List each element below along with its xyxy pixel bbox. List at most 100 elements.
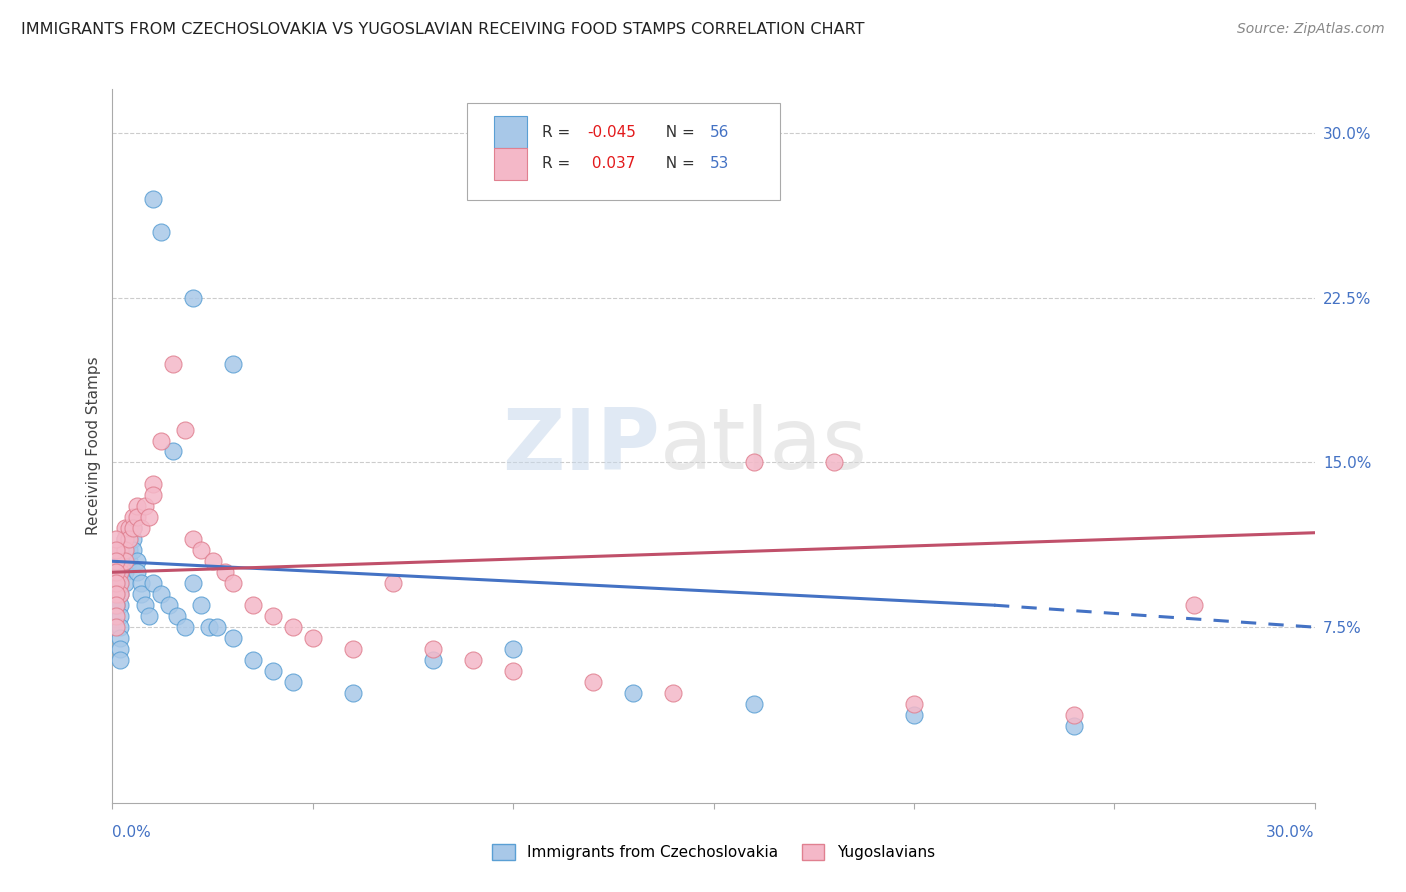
Point [117, 533, 139, 547]
Point [502, 642, 524, 657]
Point [110, 653, 132, 667]
Point [149, 225, 172, 239]
Point [114, 521, 136, 535]
Point [117, 543, 139, 558]
Point [222, 357, 245, 371]
Point [742, 697, 765, 711]
Point [110, 642, 132, 657]
Point [181, 291, 204, 305]
Text: N =: N = [655, 156, 699, 171]
Point [110, 554, 132, 568]
Point [105, 576, 128, 591]
Point [105, 566, 128, 580]
Point [121, 543, 143, 558]
FancyBboxPatch shape [467, 103, 780, 200]
Point [582, 675, 605, 690]
Point [1063, 708, 1085, 723]
Point [242, 653, 264, 667]
Point [302, 631, 325, 645]
Point [461, 653, 484, 667]
Point [222, 576, 245, 591]
Point [281, 620, 304, 634]
Point [105, 576, 128, 591]
Point [117, 533, 139, 547]
Point [125, 566, 148, 580]
Point [281, 675, 304, 690]
Point [110, 576, 132, 591]
Point [125, 554, 148, 568]
Point [141, 192, 163, 206]
Point [1063, 719, 1085, 733]
Point [114, 533, 136, 547]
Point [621, 686, 644, 700]
Point [502, 664, 524, 678]
Point [262, 664, 284, 678]
Point [1184, 598, 1206, 612]
Point [214, 566, 236, 580]
Point [157, 598, 180, 612]
Point [173, 423, 195, 437]
Point [262, 609, 284, 624]
Text: -0.045: -0.045 [588, 125, 636, 140]
Point [205, 620, 228, 634]
Text: atlas: atlas [659, 404, 868, 488]
Y-axis label: Receiving Food Stamps: Receiving Food Stamps [86, 357, 101, 535]
Point [742, 455, 765, 469]
Point [134, 598, 156, 612]
Point [125, 510, 148, 524]
Point [201, 554, 224, 568]
Point [105, 533, 128, 547]
Point [110, 620, 132, 634]
Point [110, 587, 132, 601]
Point [105, 554, 128, 568]
Text: 56: 56 [710, 125, 730, 140]
Point [141, 488, 163, 502]
Point [129, 521, 152, 535]
Point [162, 444, 184, 458]
Point [129, 576, 152, 591]
Point [105, 609, 128, 624]
Point [149, 587, 172, 601]
Text: ZIP: ZIP [502, 404, 659, 488]
Point [114, 576, 136, 591]
Point [110, 543, 132, 558]
Point [121, 521, 143, 535]
Point [242, 598, 264, 612]
Bar [494, 148, 527, 180]
Text: 53: 53 [710, 156, 730, 171]
Point [105, 598, 128, 612]
Text: 30.0%: 30.0% [1267, 825, 1315, 840]
Point [138, 609, 160, 624]
Point [382, 576, 405, 591]
Point [181, 576, 204, 591]
Point [110, 598, 132, 612]
Text: IMMIGRANTS FROM CZECHOSLOVAKIA VS YUGOSLAVIAN RECEIVING FOOD STAMPS CORRELATION : IMMIGRANTS FROM CZECHOSLOVAKIA VS YUGOSL… [21, 22, 865, 37]
Point [117, 521, 139, 535]
Point [149, 434, 172, 448]
Point [903, 708, 925, 723]
Point [110, 566, 132, 580]
Bar [494, 116, 527, 148]
Point [110, 631, 132, 645]
Point [110, 543, 132, 558]
Point [166, 609, 188, 624]
Point [117, 554, 139, 568]
Point [110, 566, 132, 580]
Point [110, 587, 132, 601]
Point [342, 642, 364, 657]
Point [197, 620, 219, 634]
Point [105, 598, 128, 612]
Point [138, 510, 160, 524]
Point [105, 587, 128, 601]
Point [105, 587, 128, 601]
Point [134, 500, 156, 514]
Point [105, 620, 128, 634]
Point [823, 455, 845, 469]
Text: 0.037: 0.037 [588, 156, 636, 171]
Point [114, 533, 136, 547]
Point [110, 609, 132, 624]
Text: Source: ZipAtlas.com: Source: ZipAtlas.com [1237, 22, 1385, 37]
Point [110, 554, 132, 568]
Point [141, 477, 163, 491]
Point [162, 357, 184, 371]
